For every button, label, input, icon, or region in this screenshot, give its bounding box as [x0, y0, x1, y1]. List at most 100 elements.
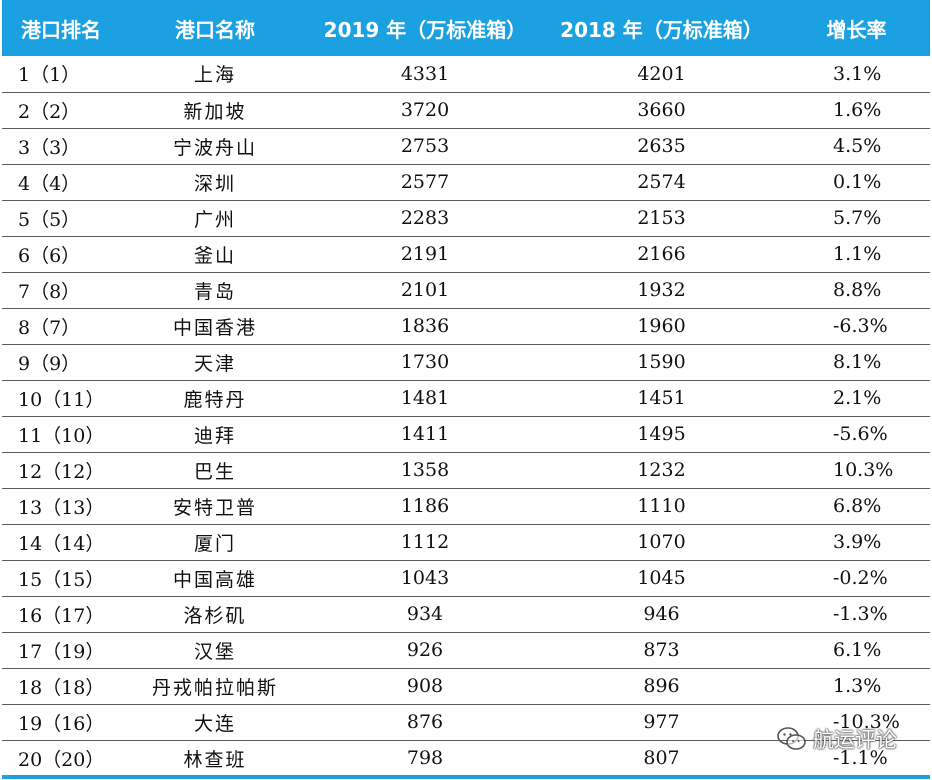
- cell-growth: 0.1%: [783, 164, 930, 201]
- table-row: 2（2） 新加坡 3720 3660 1.6%: [2, 92, 930, 129]
- cell-rank: 4（4）: [2, 164, 120, 201]
- cell-2019: 1186: [310, 488, 540, 525]
- cell-2018: 1960: [540, 308, 783, 345]
- cell-growth: 2.1%: [783, 380, 930, 417]
- cell-2019: 2753: [310, 128, 540, 165]
- cell-growth: -1.1%: [783, 740, 930, 777]
- table-row: 14（14） 厦门 1112 1070 3.9%: [2, 524, 930, 561]
- cell-2018: 946: [540, 596, 783, 633]
- cell-growth: -6.3%: [783, 308, 930, 345]
- cell-rank: 18（18）: [2, 668, 120, 705]
- cell-port-name: 安特卫普: [120, 488, 310, 525]
- cell-2019: 1043: [310, 560, 540, 597]
- cell-rank: 11（10）: [2, 416, 120, 453]
- cell-2019: 1481: [310, 380, 540, 417]
- header-port-name: 港口名称: [175, 17, 255, 42]
- cell-rank: 19（16）: [2, 704, 120, 741]
- wechat-icon: [777, 727, 806, 750]
- cell-2018: 1590: [540, 344, 783, 381]
- cell-2018: 3660: [540, 92, 783, 129]
- cell-growth: 1.6%: [783, 92, 930, 129]
- cell-rank: 2（2）: [2, 92, 120, 129]
- cell-port-name: 厦门: [120, 524, 310, 561]
- cell-port-name: 迪拜: [120, 416, 310, 453]
- cell-growth: 1.3%: [783, 668, 930, 705]
- header-rank: 港口排名: [21, 17, 101, 42]
- table-row: 6（6） 釜山 2191 2166 1.1%: [2, 236, 930, 273]
- cell-2019: 4331: [310, 56, 540, 93]
- watermark-text: 航运评论: [813, 728, 897, 752]
- cell-rank: 9（9）: [2, 344, 120, 381]
- cell-2019: 2191: [310, 236, 540, 273]
- cell-rank: 16（17）: [2, 596, 120, 633]
- table-row: 1（1） 上海 4331 4201 3.1%: [2, 56, 930, 93]
- cell-rank: 15（15）: [2, 560, 120, 597]
- cell-port-name: 新加坡: [120, 92, 310, 129]
- cell-growth: 4.5%: [783, 128, 930, 165]
- cell-2019: 1411: [310, 416, 540, 453]
- cell-growth: 3.9%: [783, 524, 930, 561]
- table-row: 12（12） 巴生 1358 1232 10.3%: [2, 452, 930, 489]
- cell-2018: 1932: [540, 272, 783, 309]
- cell-port-name: 青岛: [120, 272, 310, 309]
- cell-rank: 3（3）: [2, 128, 120, 165]
- cell-rank: 14（14）: [2, 524, 120, 561]
- cell-2018: 2166: [540, 236, 783, 273]
- cell-2019: 908: [310, 668, 540, 705]
- cell-2019: 2101: [310, 272, 540, 309]
- table-row: 13（13） 安特卫普 1186 1110 6.8%: [2, 488, 930, 525]
- cell-2018: 977: [540, 704, 783, 741]
- cell-rank: 6（6）: [2, 236, 120, 273]
- cell-2018: 1070: [540, 524, 783, 561]
- table-row: 18（18） 丹戎帕拉帕斯 908 896 1.3%: [2, 668, 930, 705]
- cell-2018: 807: [540, 740, 783, 777]
- cell-port-name: 釜山: [120, 236, 310, 273]
- cell-growth: 6.1%: [783, 632, 930, 669]
- cell-port-name: 林查班: [120, 740, 310, 777]
- cell-2019: 926: [310, 632, 540, 669]
- cell-2019: 798: [310, 740, 540, 777]
- table-row: 15（15） 中国高雄 1043 1045 -0.2%: [2, 560, 930, 597]
- cell-rank: 17（19）: [2, 632, 120, 669]
- cell-2019: 876: [310, 704, 540, 741]
- cell-rank: 12（12）: [2, 452, 120, 489]
- cell-growth: -0.2%: [783, 560, 930, 597]
- cell-rank: 20（20）: [2, 740, 120, 777]
- header-2018: 2018 年（万标准箱）: [560, 17, 763, 42]
- cell-rank: 1（1）: [2, 56, 120, 93]
- cell-rank: 13（13）: [2, 488, 120, 525]
- cell-2018: 2574: [540, 164, 783, 201]
- cell-2019: 2577: [310, 164, 540, 201]
- cell-port-name: 上海: [120, 56, 310, 93]
- cell-rank: 7（8）: [2, 272, 120, 309]
- cell-2018: 1232: [540, 452, 783, 489]
- cell-growth: 3.1%: [783, 56, 930, 93]
- table-row: 20（20） 林查班 798 807 -1.1%: [2, 740, 930, 777]
- table-body: 1（1） 上海 4331 4201 3.1% 2（2） 新加坡 3720 3660 1.6% 3（3…: [2, 56, 930, 777]
- cell-growth: 1.1%: [783, 236, 930, 273]
- header-2019: 2019 年（万标准箱）: [323, 17, 527, 42]
- cell-port-name: 深圳: [120, 164, 310, 201]
- cell-growth: -10.3%: [783, 704, 930, 741]
- cell-rank: 8（7）: [2, 308, 120, 345]
- cell-rank: 10（11）: [2, 380, 120, 417]
- cell-2018: 2635: [540, 128, 783, 165]
- cell-2019: 2283: [310, 200, 540, 237]
- cell-growth: 5.7%: [783, 200, 930, 237]
- table-row: 10（11） 鹿特丹 1481 1451 2.1%: [2, 380, 930, 417]
- table-row: 19（16） 大连 876 977 -10.3%: [2, 704, 930, 741]
- table-bottom-bar: [2, 775, 930, 779]
- cell-2018: 1045: [540, 560, 783, 597]
- cell-growth: 10.3%: [783, 452, 930, 489]
- cell-2018: 896: [540, 668, 783, 705]
- header-growth: 增长率: [826, 17, 887, 42]
- cell-port-name: 中国香港: [120, 308, 310, 345]
- cell-port-name: 天津: [120, 344, 310, 381]
- cell-growth: 6.8%: [783, 488, 930, 525]
- cell-2019: 934: [310, 596, 540, 633]
- cell-port-name: 广州: [120, 200, 310, 237]
- table-row: 11（10） 迪拜 1411 1495 -5.6%: [2, 416, 930, 453]
- table-header-row: 港口排名 港口名称 2019 年（万标准箱） 2018 年（万标准箱） 增长率: [2, 0, 930, 56]
